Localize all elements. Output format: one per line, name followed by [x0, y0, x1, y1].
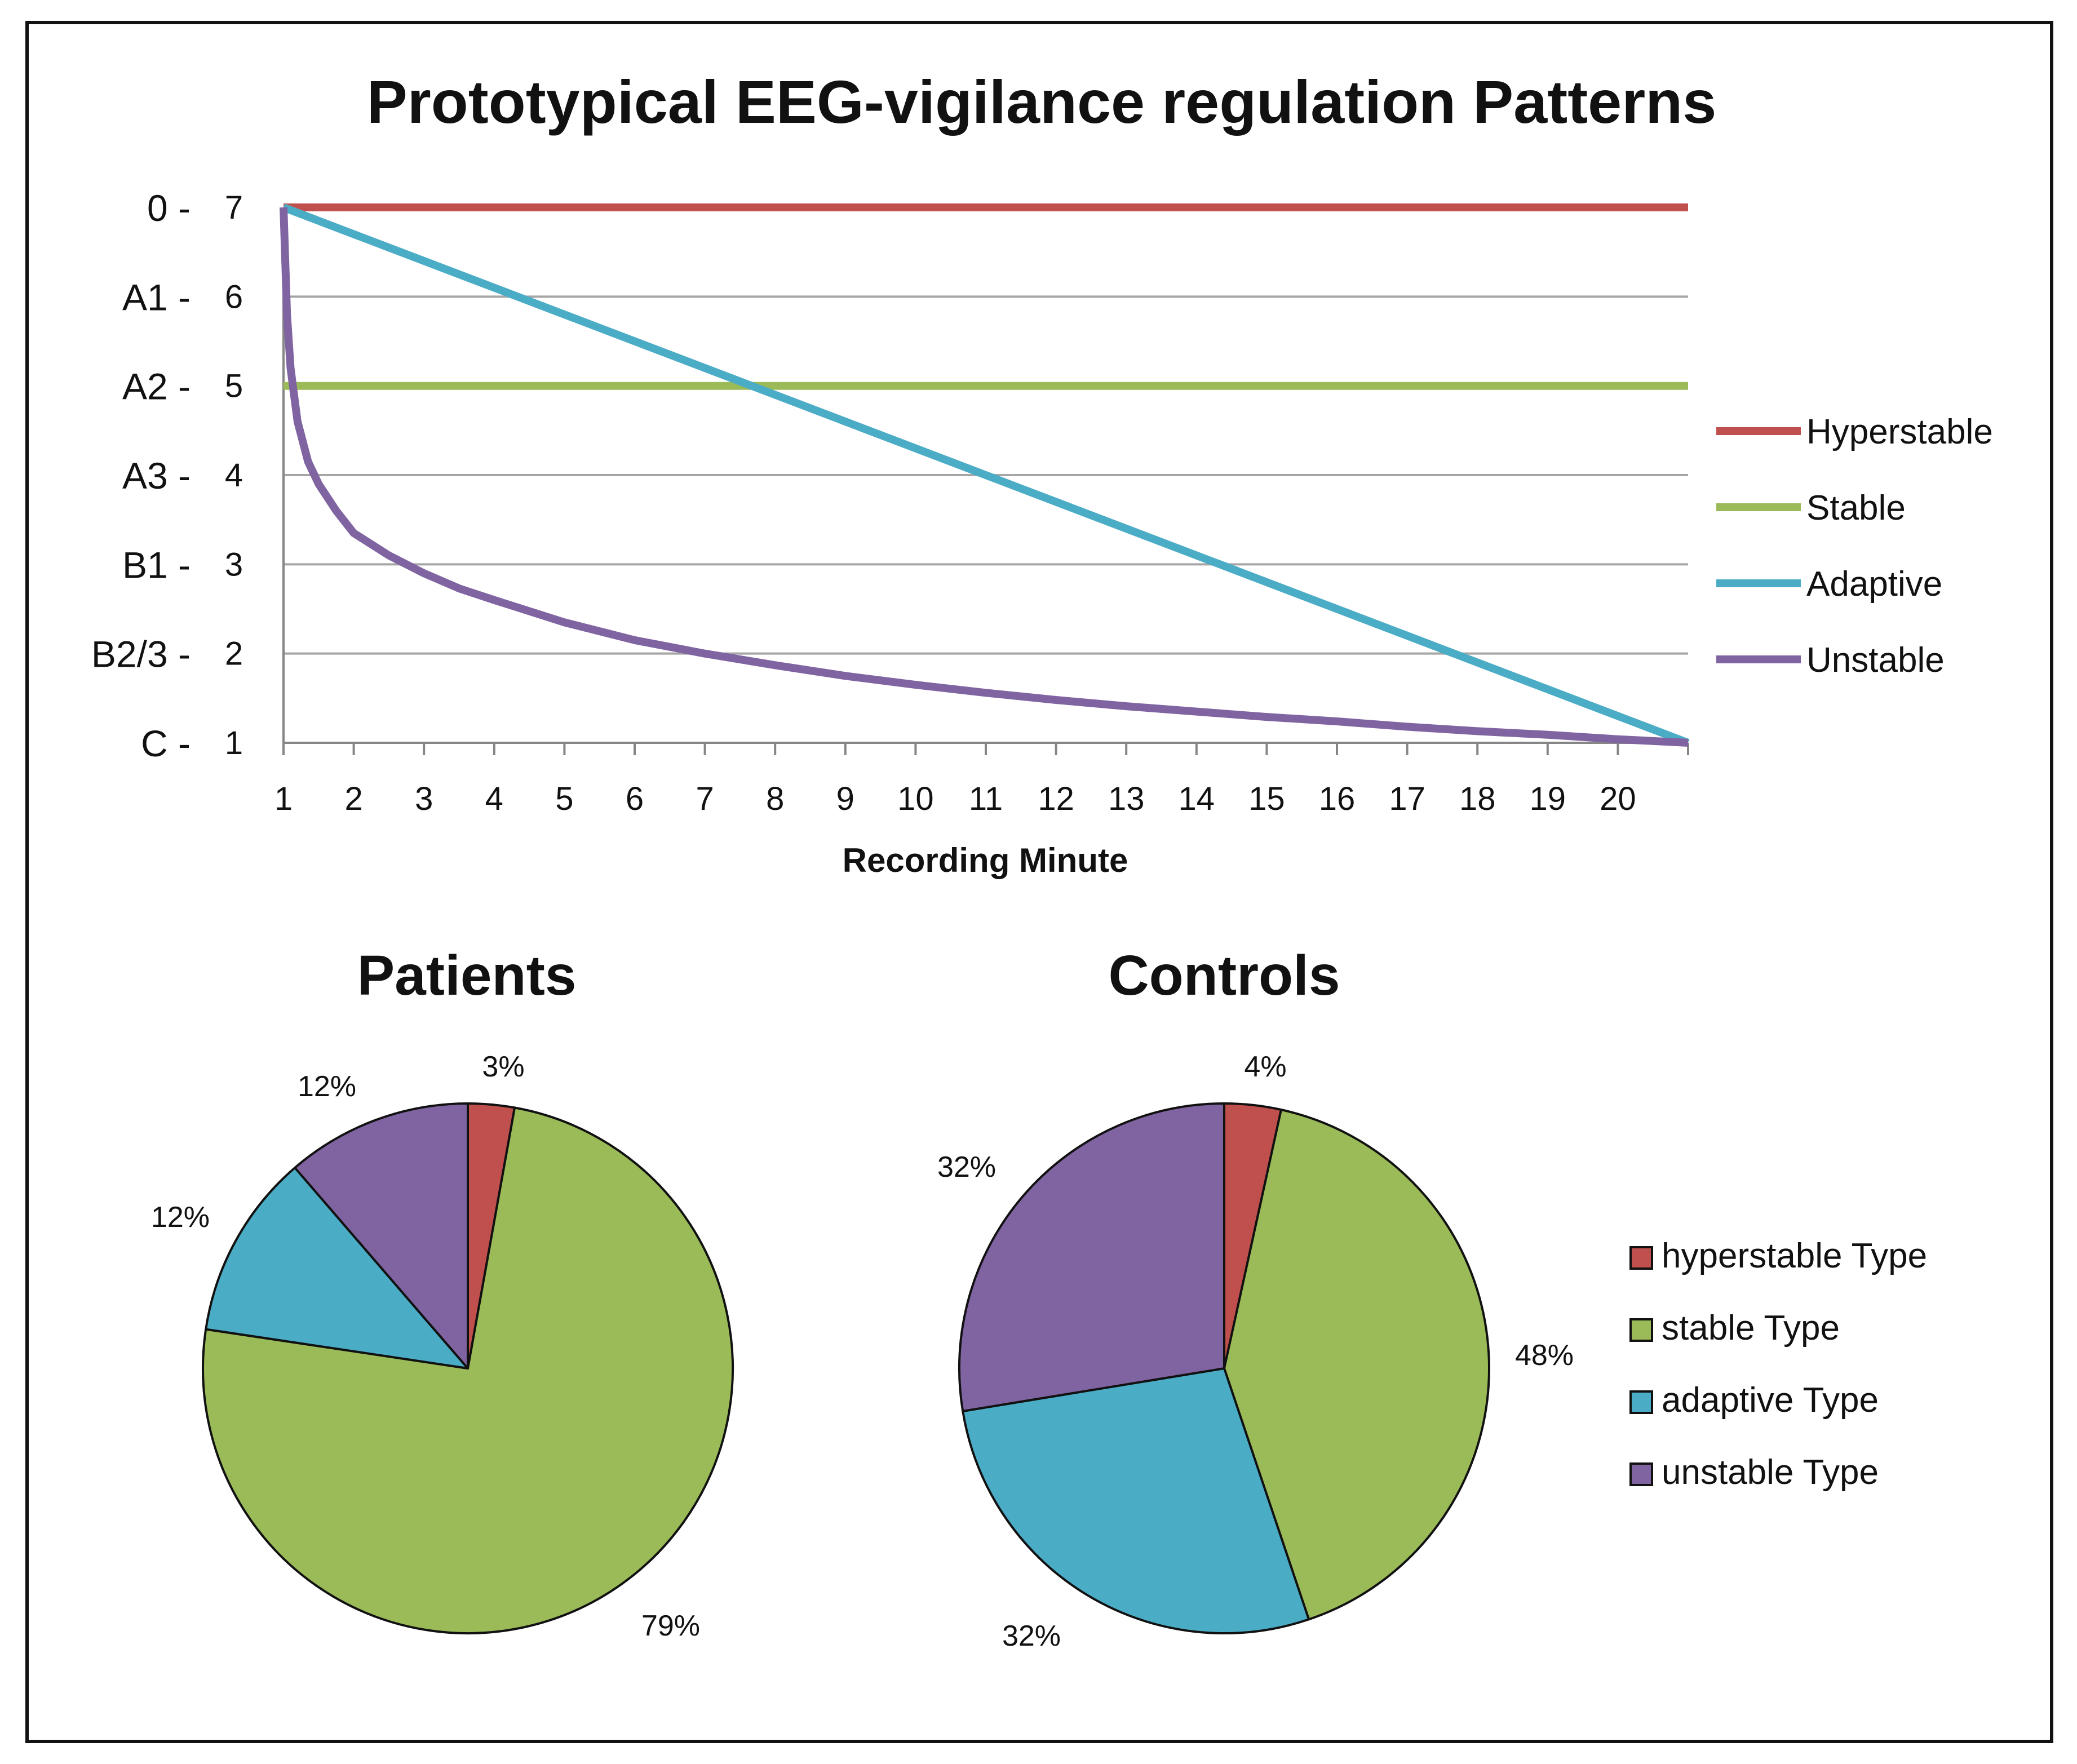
line-chart: Prototypical EEG-vigilance regulation Pa… — [91, 68, 1993, 879]
pie-label-adaptive-type: 32% — [1002, 1620, 1061, 1652]
stage-label-c: C - — [141, 723, 191, 764]
legend-label-stable: Stable — [1806, 489, 1906, 528]
x-tick-label-9: 9 — [836, 781, 854, 817]
legend-label-unstable-type: unstable Type — [1662, 1453, 1879, 1492]
x-tick-label-15: 15 — [1248, 781, 1285, 817]
legend-label-adaptive-type: adaptive Type — [1662, 1381, 1879, 1420]
line-chart-y-ticks: 1 2 3 4 5 6 7 — [225, 189, 243, 761]
x-tick-label-11: 11 — [969, 781, 1003, 817]
x-tick-label-14: 14 — [1179, 781, 1215, 817]
legend-swatch-stable-type — [1629, 1318, 1653, 1342]
pie-slice-adaptive-type — [205, 1167, 469, 1369]
y-tick-label-2: 2 — [225, 636, 243, 672]
pie-slice-unstable-type — [294, 1102, 469, 1369]
x-tick-label-10: 10 — [897, 781, 934, 817]
line-chart-stage-labels: C - B2/3 - B1 - A3 - A2 - A1 - 0 - — [91, 187, 191, 764]
pie-controls-title: Controls — [1108, 944, 1340, 1007]
x-tick-label-20: 20 — [1600, 781, 1636, 817]
legend-swatch-hyperstable-type — [1629, 1246, 1653, 1270]
x-tick-label-1: 1 — [274, 781, 293, 817]
pie-label-stable-type: 48% — [1515, 1339, 1574, 1372]
y-tick-label-4: 4 — [225, 457, 243, 494]
x-tick-label-6: 6 — [626, 781, 644, 817]
pie-controls-slices — [958, 1102, 1490, 1634]
pie-label-hyperstable-type: 3% — [482, 1051, 524, 1083]
pie-slice-unstable-type — [958, 1102, 1225, 1412]
pie-label-adaptive-type: 12% — [151, 1201, 210, 1234]
x-tick-label-8: 8 — [766, 781, 784, 817]
legend-label-hyperstable-type: hyperstable Type — [1662, 1236, 1927, 1275]
x-tick-label-13: 13 — [1108, 781, 1145, 817]
x-tick-label-7: 7 — [696, 781, 714, 817]
x-axis-label: Recording Minute — [843, 841, 1128, 879]
pie-slice-adaptive-type — [962, 1367, 1310, 1634]
pie-chart-controls: Controls 4% 48% 32% 32% hyperstable Type sta… — [937, 944, 1927, 1652]
legend-label-unstable: Unstable — [1806, 641, 1945, 680]
pie-label-hyperstable-type: 4% — [1244, 1051, 1286, 1083]
y-tick-label-1: 1 — [225, 725, 243, 761]
line-chart-title: Prototypical EEG-vigilance regulation Pa… — [367, 68, 1717, 136]
pie-legend: hyperstable Type stable Type adaptive Type… — [1629, 1236, 1927, 1492]
legend-label-adaptive: Adaptive — [1806, 565, 1942, 604]
pie-chart-patients: Patients 3% 79% 12% 12% — [151, 944, 734, 1642]
line-chart-legend: Hyperstable Stable Adaptive Unstable — [1716, 413, 1993, 680]
line-chart-series — [280, 203, 1690, 747]
pie-label-unstable-type: 32% — [937, 1151, 996, 1184]
pie-patients-title: Patients — [357, 944, 576, 1007]
x-tick-label-12: 12 — [1038, 781, 1074, 817]
stage-label-a2: A2 - — [122, 366, 191, 407]
y-tick-label-5: 5 — [225, 368, 243, 405]
pie-patients-labels: 3% 79% 12% 12% — [151, 1051, 700, 1642]
x-tick-label-4: 4 — [485, 781, 503, 817]
stage-label-b2-3: B2/3 - — [91, 633, 191, 675]
legend-swatch-unstable-type — [1629, 1462, 1653, 1486]
series-line-unstable — [280, 207, 1689, 747]
y-tick-label-3: 3 — [225, 546, 243, 583]
pie-slice-stable-type — [202, 1106, 734, 1634]
x-tick-label-2: 2 — [344, 781, 362, 817]
x-tick-label-5: 5 — [555, 781, 573, 817]
x-tick-label-18: 18 — [1459, 781, 1496, 817]
pie-slice-stable-type — [1223, 1109, 1490, 1621]
x-tick-label-19: 19 — [1530, 781, 1566, 817]
legend-label-hyperstable: Hyperstable — [1806, 413, 1993, 451]
stage-label-a3: A3 - — [122, 455, 191, 497]
stage-label-b1: B1 - — [122, 544, 191, 586]
x-tick-label-16: 16 — [1319, 781, 1356, 817]
pie-label-stable-type: 79% — [641, 1610, 700, 1642]
stage-label-a1: A1 - — [122, 276, 191, 318]
x-tick-label-17: 17 — [1389, 781, 1425, 817]
pie-label-unstable-type: 12% — [298, 1070, 356, 1103]
pie-controls-labels: 4% 48% 32% 32% — [937, 1051, 1574, 1652]
y-tick-label-7: 7 — [225, 189, 243, 226]
y-tick-label-6: 6 — [225, 278, 243, 315]
x-tick-label-3: 3 — [415, 781, 433, 817]
series-line-adaptive — [282, 203, 1690, 747]
pie-patients-slices — [202, 1102, 734, 1634]
legend-label-stable-type: stable Type — [1662, 1309, 1840, 1348]
legend-swatch-adaptive-type — [1629, 1390, 1653, 1414]
stage-label-0: 0 - — [147, 187, 191, 229]
line-chart-x-ticks: 1 2 3 4 5 6 7 8 9 10 11 12 13 14 15 16 17 18 19 20 — [274, 781, 1636, 817]
